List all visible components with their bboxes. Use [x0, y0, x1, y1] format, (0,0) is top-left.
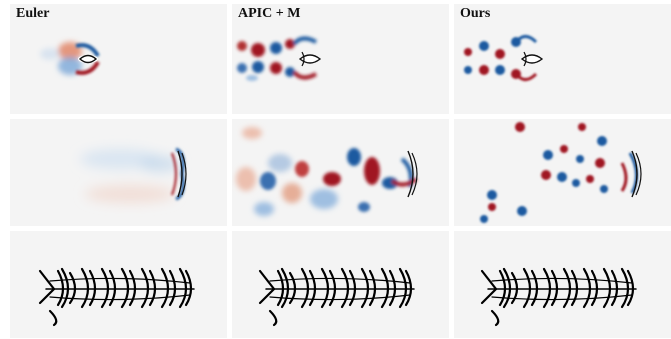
vorticity-field-apic-m-late — [236, 127, 418, 216]
panel-ours-late — [454, 119, 671, 226]
vorticity-field-ours-early — [464, 35, 544, 81]
column-label-ours: Ours — [460, 6, 491, 21]
swimmer-trajectory-ours — [480, 267, 637, 327]
panel-apic-m-trajectory — [232, 231, 449, 338]
figure-grid: Euler APIC + M — [10, 4, 671, 338]
column-label-apic-m: APIC + M — [238, 6, 301, 21]
panel-apic-m-late — [232, 119, 449, 226]
vorticity-field-euler-early — [40, 42, 100, 75]
vorticity-field-euler-late — [80, 147, 187, 203]
swimmer-trajectory-apic-m — [258, 267, 415, 327]
swimmer-trajectory-euler — [38, 267, 195, 327]
panel-euler-late — [10, 119, 227, 226]
vorticity-field-apic-m-early — [237, 36, 322, 81]
panel-euler-trajectory — [10, 231, 227, 338]
panel-euler-early: Euler — [10, 4, 227, 114]
panel-ours-early: Ours — [454, 4, 671, 114]
panel-ours-trajectory — [454, 231, 671, 338]
vorticity-field-ours-late — [480, 122, 642, 223]
panel-apic-m-early: APIC + M — [232, 4, 449, 114]
column-label-euler: Euler — [16, 6, 50, 21]
